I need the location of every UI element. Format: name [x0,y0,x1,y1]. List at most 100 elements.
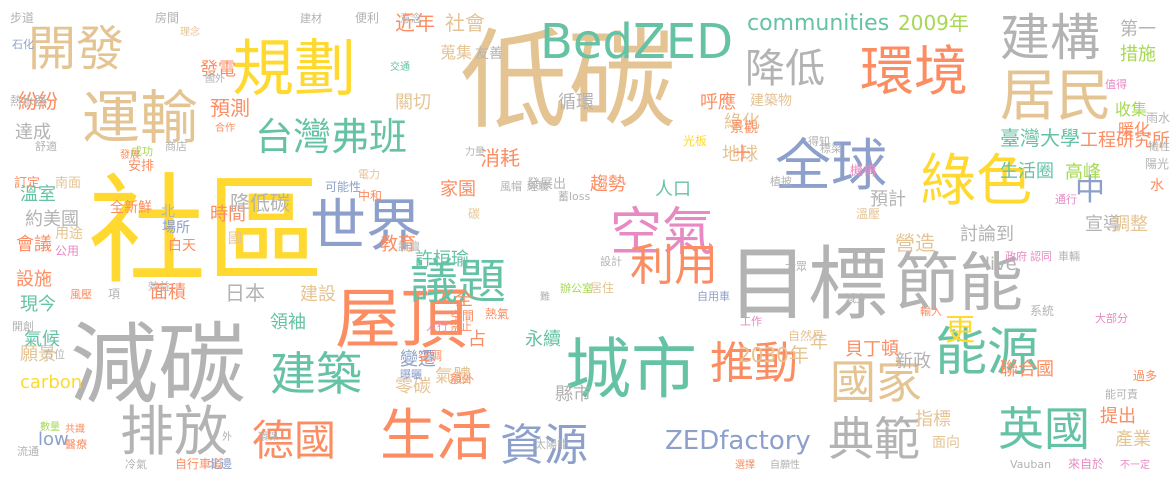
word-113: 景觀 [730,120,758,136]
word-140: 用途 [55,225,83,242]
word-58: 時間 [210,204,246,225]
word-87: 變遷 [400,349,436,370]
word-4: 城市 [565,331,697,408]
word-132: 可能性 [325,180,361,194]
word-40: 生活圈 [1000,161,1054,182]
word-51: 地球 [722,144,758,165]
word-93: 指標 [915,409,951,430]
word-24: 建築 [270,347,362,401]
word-46: 發電 [200,59,236,80]
word-80: 現今 [20,294,56,315]
word-53: 綠化 [724,112,760,133]
word-168: 自然界 [788,328,824,343]
word-151: 居住 [590,281,614,295]
word-149: 大眾 [785,259,807,273]
word-119: 犧牲 [1148,139,1170,153]
word-105: 石化 [12,37,34,51]
word-173: 能可責 [1105,387,1138,401]
word-3: 目標 [728,238,888,331]
word-33: 更 [945,313,975,348]
word-10: BedZED [540,14,733,70]
word-146: 政府 [1005,249,1027,263]
word-63: 降低碳 [230,191,290,215]
word-130: 訂定 [14,175,40,191]
word-76: 日本 [225,281,265,305]
word-37: 2030年 [738,343,809,367]
word-163: 開創 [12,319,34,333]
word-101: 房間 [155,10,179,25]
word-13: 環境 [860,40,968,103]
word-123: 電力 [358,168,380,181]
word-95: low [38,429,69,450]
word-39: 工程研究所 [1080,130,1170,151]
word-86: 願景 [20,344,56,365]
word-62: 趨勢 [590,174,626,195]
word-71: 討論到 [960,224,1014,245]
word-65: 營造 [895,231,935,255]
word-45: 措施 [1120,44,1156,65]
word-5: 屋頂 [335,281,467,358]
word-73: 會議 [16,234,52,255]
word-104: 意念 [400,11,422,25]
word-68: 預計 [870,189,906,210]
word-110: 雨水 [1146,111,1170,125]
word-136: 全新鮮 [110,199,152,216]
word-157: 難 [540,290,550,303]
word-182: 自行車道 [175,457,223,471]
word-156: 熱氣 [485,307,509,321]
word-28: 英國 [998,402,1090,456]
word-154: 項 [108,287,120,301]
word-12: 運輸 [82,84,198,152]
word-15: 議題 [410,254,506,310]
word-67: 教育 [380,234,416,255]
word-118: 陽光 [1145,157,1169,171]
word-167: 工作 [740,315,762,328]
word-166: 禁止 [450,320,472,333]
word-125: 風帽 [500,180,522,193]
word-75: 設施 [16,269,52,290]
word-21: 開發 [28,21,124,77]
word-131: 南面 [55,175,81,191]
word-91: 聯合國 [1000,359,1054,380]
word-77: 建設 [300,284,336,305]
word-121: 成功 [131,145,153,158]
word-44: 第一 [1120,19,1156,40]
word-184: 選擇 [735,458,755,471]
word-47: 關切 [395,92,431,113]
word-186: Vauban [1010,458,1051,471]
word-78: 面積 [150,282,186,303]
word-111: 光板 [683,134,707,148]
word-172: 過多 [1133,369,1157,383]
word-108: 友善 [475,46,503,62]
word-17: 能源 [935,323,1039,383]
word-126: 經驗 [527,179,549,193]
word-81: 領袖 [270,312,306,333]
word-54: 收集 [1115,100,1147,119]
word-102: 建材 [300,11,322,25]
word-30: 台灣弗班 [255,115,407,159]
word-176: 醫療 [65,437,87,451]
word-79: 全 [455,289,473,310]
word-69: 宣導 [1085,214,1121,235]
word-27: 國家 [830,355,922,409]
word-181: 冷氣 [125,457,147,471]
word-190: 國外 [205,73,225,85]
word-170: 曝曬 [400,368,422,381]
word-158: 自用車 [697,289,730,303]
word-25: 德國 [252,416,336,465]
word-178: 環保 [258,430,278,443]
word-174: 數量 [40,420,60,433]
word-177: 外 [222,431,232,443]
word-88: 新政 [895,351,931,372]
word-35: communities [747,11,889,36]
word-127: 植披 [770,174,792,188]
word-191: 交通 [390,60,410,73]
word-169: 空調 [418,349,442,363]
word-89: carbon [20,372,82,393]
word-43: 社會 [445,11,485,35]
word-143: 碳 [468,207,480,221]
word-23: 資源 [500,420,588,471]
word-2: 減碳 [70,313,246,416]
word-141: 公用 [55,244,79,258]
